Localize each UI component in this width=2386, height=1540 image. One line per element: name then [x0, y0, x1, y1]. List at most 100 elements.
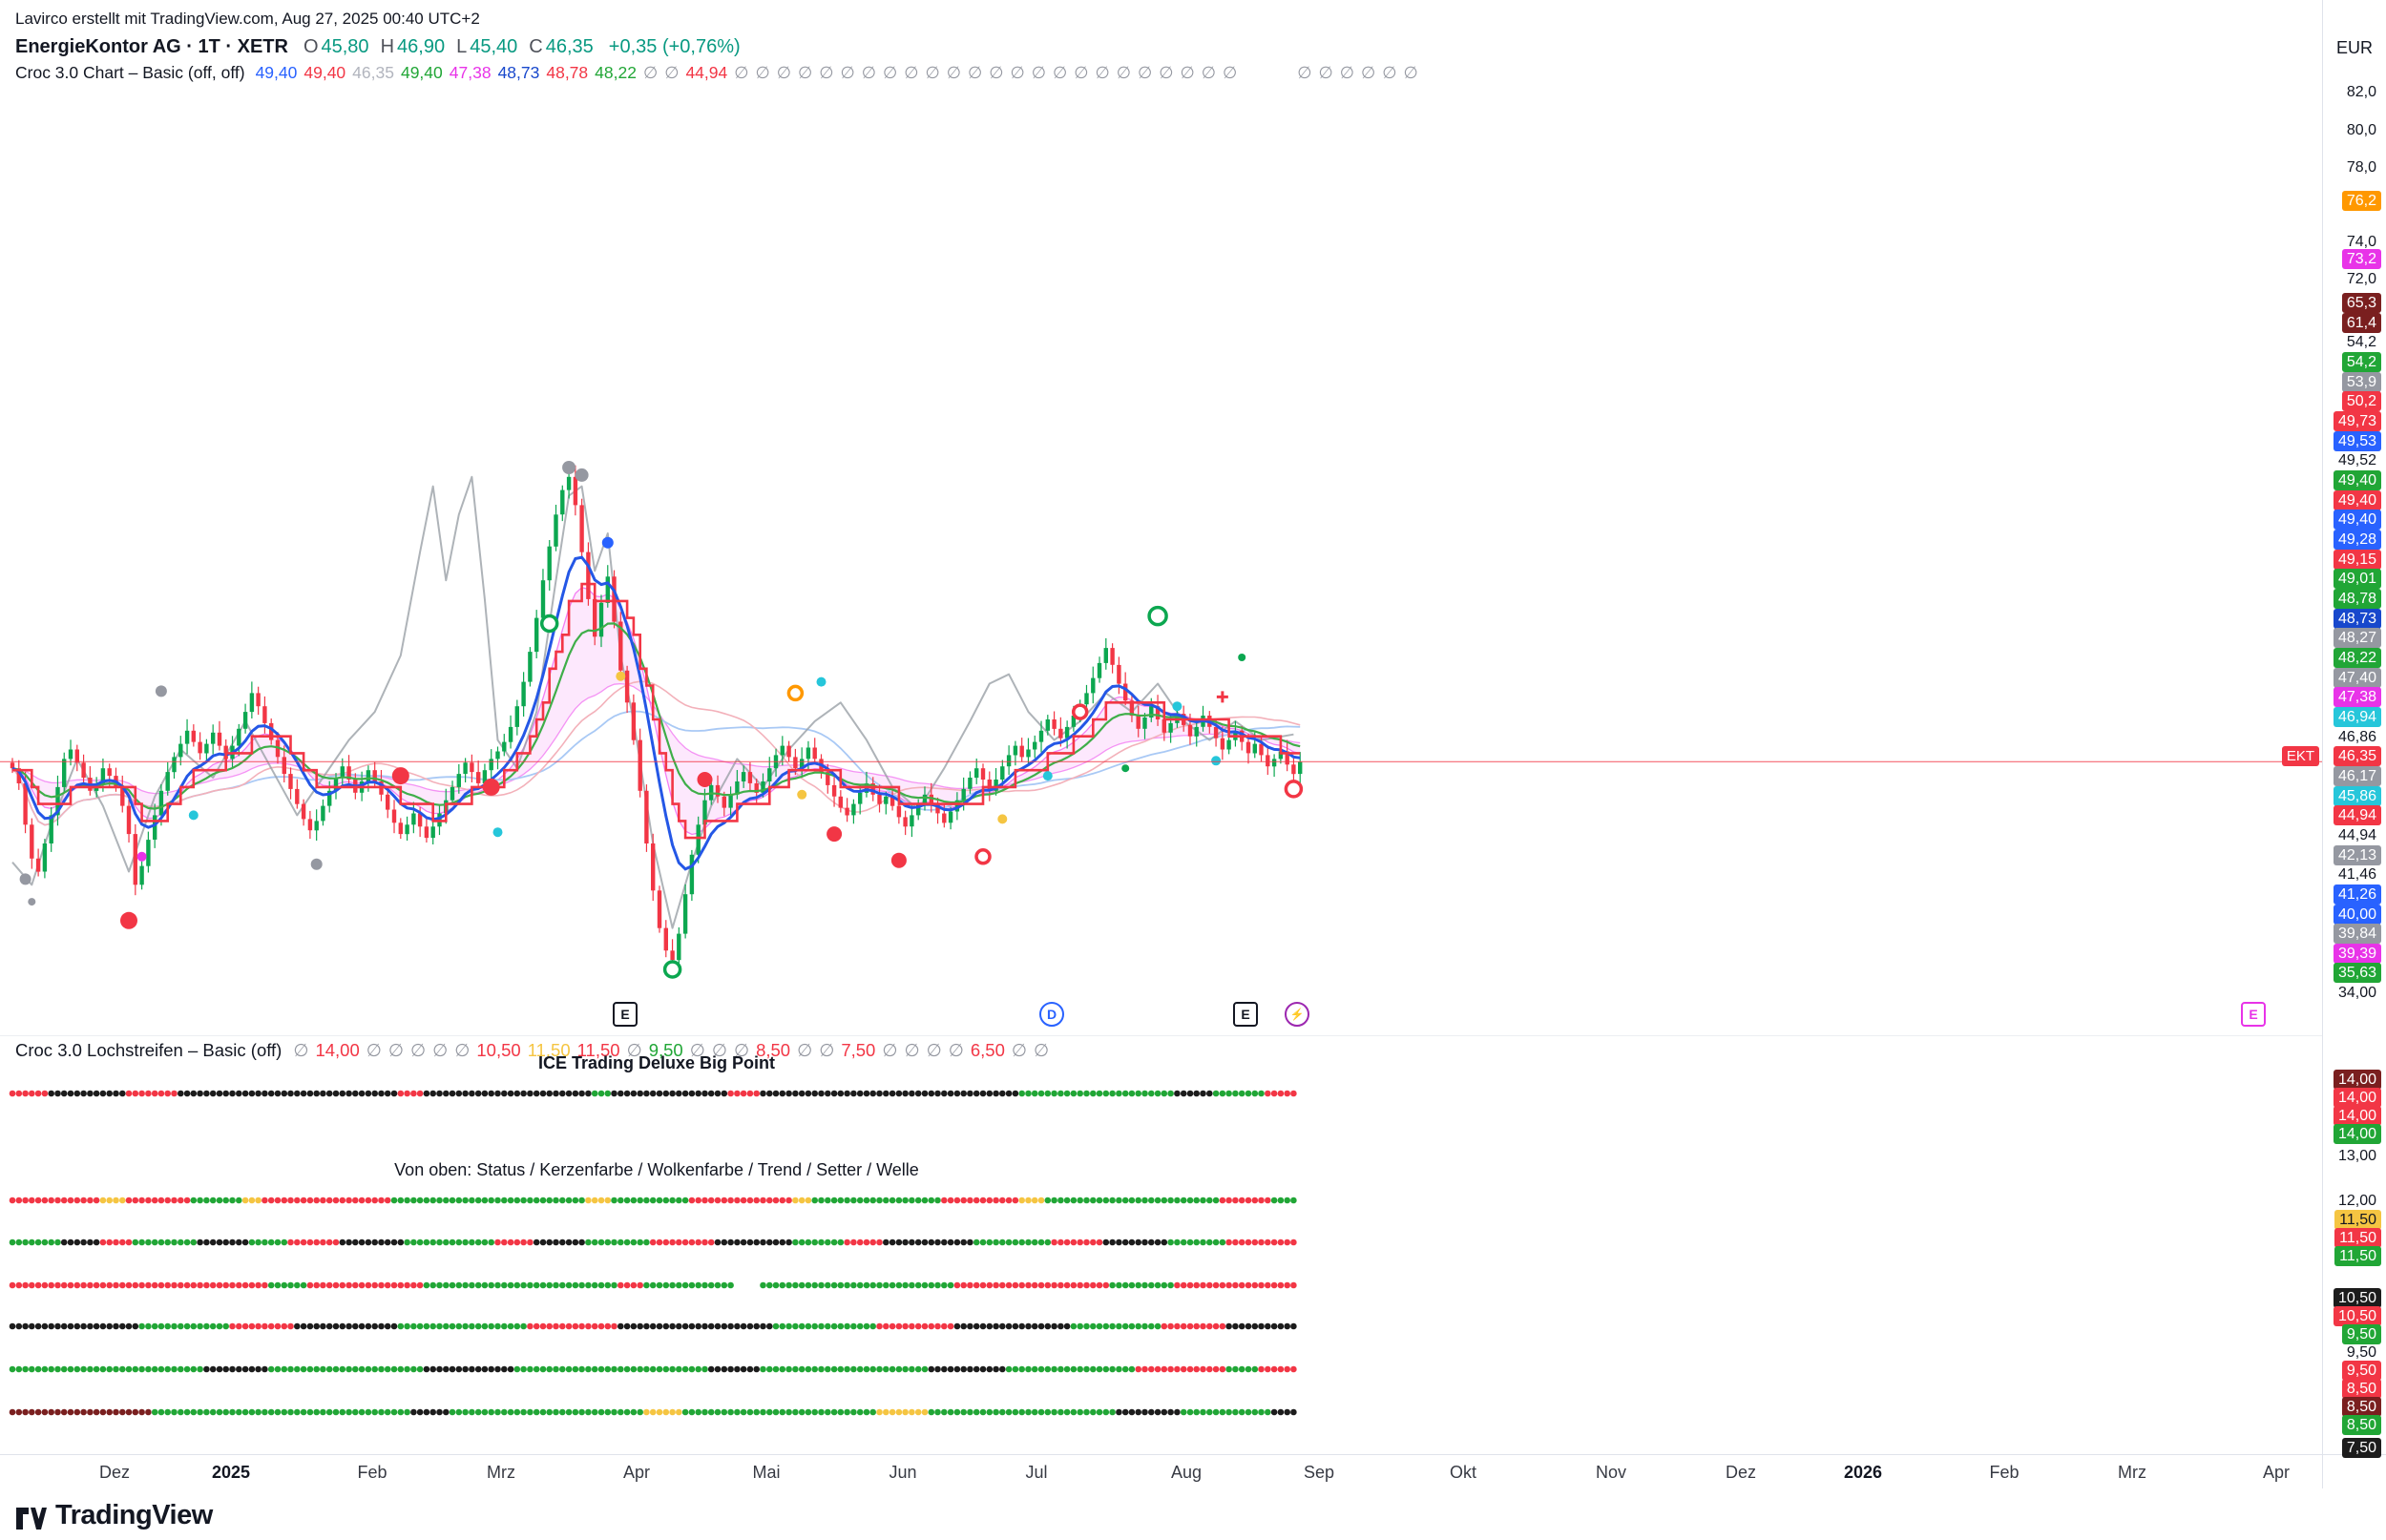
price-label: 80,0 — [2346, 122, 2376, 138]
lower-indicator-header[interactable]: Croc 3.0 Lochstreifen – Basic (off) ∅ 14,… — [15, 1040, 1049, 1061]
indicator-value: ∅ — [1201, 63, 1216, 82]
price-label: 78,0 — [2346, 159, 2376, 176]
time-axis-label[interactable]: Dez — [1725, 1463, 1757, 1482]
indicator-value: 49,40 — [303, 63, 346, 82]
price-axis[interactable]: EUR 82,0 80,0 78,0 76,2 74,0 73,2 72,0 65,3 61,4… — [2323, 0, 2386, 1488]
red-setter-step-line — [12, 582, 1301, 840]
indicator-value: 49,40 — [255, 63, 298, 82]
price-label: 9,50 — [2341, 1324, 2381, 1344]
indicator-value: 14,00 — [315, 1040, 360, 1060]
indicator-value: ∅ — [1297, 63, 1312, 82]
price-label: 54,2 — [2341, 352, 2381, 372]
indicator-value: ∅ — [882, 1040, 898, 1060]
time-axis-label[interactable]: Sep — [1303, 1463, 1335, 1482]
lower-indicator-title[interactable]: Croc 3.0 Lochstreifen – Basic (off) — [15, 1040, 283, 1060]
price-label: 61,4 — [2341, 313, 2381, 333]
price-label: 50,2 — [2341, 391, 2381, 411]
indicator-value: 48,22 — [595, 63, 637, 82]
price-label: 10,50 — [2333, 1306, 2381, 1326]
welle-wave-line — [11, 475, 1294, 929]
time-axis-label[interactable]: Feb — [357, 1463, 387, 1482]
price-label: 65,3 — [2341, 293, 2381, 313]
time-axis[interactable]: Dez 2025 Feb Mrz Apr Mai Jun Jul Aug Sep Okt Nov Dez… — [0, 1454, 2323, 1492]
indicator-value: ∅ — [1159, 63, 1174, 82]
time-axis-label[interactable]: 2026 — [1843, 1463, 1883, 1482]
price-label: 14,00 — [2333, 1124, 2381, 1144]
indicator-value: ∅ — [819, 1040, 835, 1060]
punch-row-wolkenfarbe — [9, 1281, 1297, 1289]
indicator-value: ∅ — [904, 63, 919, 82]
indicator-header[interactable]: Croc 3.0 Chart – Basic (off, off) 49,40 4… — [15, 63, 1418, 83]
symbol-title[interactable]: EnergieKontor AG · 1T · XETR — [15, 36, 288, 57]
time-axis-label[interactable]: Mrz — [487, 1463, 515, 1482]
event-badge[interactable]: D — [1039, 1002, 1064, 1027]
time-axis-label[interactable]: Nov — [1595, 1463, 1627, 1482]
ohlc-pair: H 46,90 — [381, 36, 446, 58]
symbol-price-flag: EKT — [2281, 746, 2319, 766]
time-axis-label[interactable]: Mrz — [2118, 1463, 2146, 1482]
indicator-value: ∅ — [925, 63, 940, 82]
indicator-value: ∅ — [776, 63, 791, 82]
indicator-value: ∅ — [689, 1040, 705, 1060]
indicator-values: 49,40 49,40 46,35 49,40 47,38 48,73 48,78 48,22… — [256, 63, 1238, 83]
watermark: Lavirco erstellt mit TradingView.com, Au… — [15, 10, 480, 28]
indicator-value: ∅ — [797, 1040, 813, 1060]
time-axis-label[interactable]: Dez — [98, 1463, 131, 1482]
indicator-title[interactable]: Croc 3.0 Chart – Basic (off, off) — [15, 63, 245, 82]
indicator-value: ∅ — [948, 1040, 964, 1060]
time-axis-label[interactable]: Jul — [1025, 1463, 1048, 1482]
change-value: +0,35 (+0,76%) — [608, 36, 741, 57]
event-badge[interactable]: ⚡ — [1285, 1002, 1309, 1027]
big-point-title: ICE Trading Deluxe Big Point — [537, 1053, 776, 1072]
event-badge[interactable]: E — [2241, 1002, 2266, 1027]
price-label: 10,50 — [2333, 1288, 2381, 1308]
price-label: 73,2 — [2341, 249, 2381, 269]
price-label: 44,94 — [2337, 827, 2376, 843]
indicator-value: ∅ — [1031, 63, 1046, 82]
indicator-value: ∅ — [1382, 63, 1397, 82]
time-axis-label[interactable]: Apr — [2262, 1463, 2291, 1482]
ohlc-number: 46,35 — [545, 36, 594, 57]
indicator-value: ∅ — [1403, 63, 1418, 82]
indicator-value: ∅ — [904, 1040, 920, 1060]
price-label: 49,40 — [2333, 470, 2381, 490]
time-axis-label[interactable]: Apr — [622, 1463, 651, 1482]
time-axis-label[interactable]: Aug — [1170, 1463, 1203, 1482]
event-badge[interactable]: E — [1233, 1002, 1258, 1027]
indicator-value: 11,50 — [527, 1040, 571, 1060]
indicator-value: 47,38 — [449, 63, 492, 82]
price-label: 49,40 — [2333, 510, 2381, 530]
indicator-value: ∅ — [1318, 63, 1333, 82]
indicator-value: 7,50 — [841, 1040, 876, 1060]
price-label: 46,35 — [2333, 746, 2381, 766]
price-label: 49,15 — [2333, 550, 2381, 570]
price-label: 11,50 — [2334, 1228, 2381, 1248]
event-badge[interactable]: E — [613, 1002, 638, 1027]
indicator-value: ∅ — [819, 63, 834, 82]
ohlc-pair: C 46,35 — [529, 36, 594, 58]
indicator-value: ∅ — [1339, 63, 1354, 82]
time-axis-label[interactable]: Jun — [889, 1463, 917, 1482]
tradingview-logo[interactable]: TradingView — [15, 1500, 213, 1531]
price-label: 49,28 — [2333, 530, 2381, 550]
price-label: 8,50 — [2341, 1397, 2381, 1417]
time-axis-label[interactable]: Feb — [1989, 1463, 2020, 1482]
indicator-value: ∅ — [968, 63, 983, 82]
indicator-value: ∅ — [1074, 63, 1089, 82]
time-axis-label[interactable]: Mai — [752, 1463, 781, 1482]
price-label: 54,2 — [2346, 334, 2376, 350]
price-label: 46,17 — [2333, 766, 2381, 786]
indicator-value: ∅ — [926, 1040, 942, 1060]
signal-markers — [19, 461, 1304, 979]
symbol-header[interactable]: EnergieKontor AG · 1T · XETR O 45,80 H 46,9… — [15, 36, 741, 58]
price-label: 14,00 — [2333, 1070, 2381, 1090]
price-label: 82,0 — [2346, 84, 2376, 100]
indicator-value: ∅ — [1361, 63, 1376, 82]
price-label: 49,53 — [2333, 431, 2381, 451]
time-axis-label[interactable]: 2025 — [211, 1463, 251, 1482]
time-axis-label[interactable]: Okt — [1449, 1463, 1477, 1482]
price-label: 49,40 — [2333, 490, 2381, 510]
price-label: 41,26 — [2333, 884, 2381, 905]
